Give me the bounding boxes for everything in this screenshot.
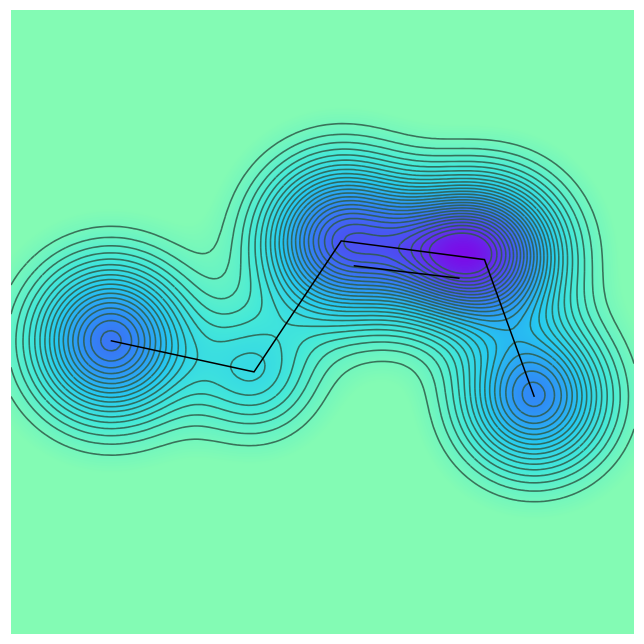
contour-line [11, 122, 634, 503]
contour-line [11, 133, 630, 492]
contour-line [15, 141, 621, 484]
contour-line [331, 215, 515, 293]
contour-line [83, 199, 546, 408]
contour-line [317, 209, 522, 299]
contour-line [22, 148, 615, 477]
contour-line [89, 203, 528, 362]
contour-line [48, 172, 588, 450]
contour-line [77, 196, 556, 418]
contour-line [39, 164, 598, 460]
contour-line [428, 232, 493, 275]
contour-line [34, 159, 603, 465]
contour-line [397, 221, 507, 286]
contour-overlay [11, 122, 634, 503]
path-branch-line [353, 265, 460, 280]
path-line [110, 240, 536, 398]
contour-line [53, 176, 583, 446]
contour-line [44, 168, 593, 455]
contour-line [419, 228, 498, 279]
contour-line [72, 192, 563, 425]
contour-line [58, 180, 578, 441]
contour-line [28, 154, 608, 471]
contour-line [343, 218, 511, 290]
minimum-energy-path [110, 240, 536, 398]
contour-line [99, 207, 525, 352]
contour-lines [11, 122, 634, 503]
